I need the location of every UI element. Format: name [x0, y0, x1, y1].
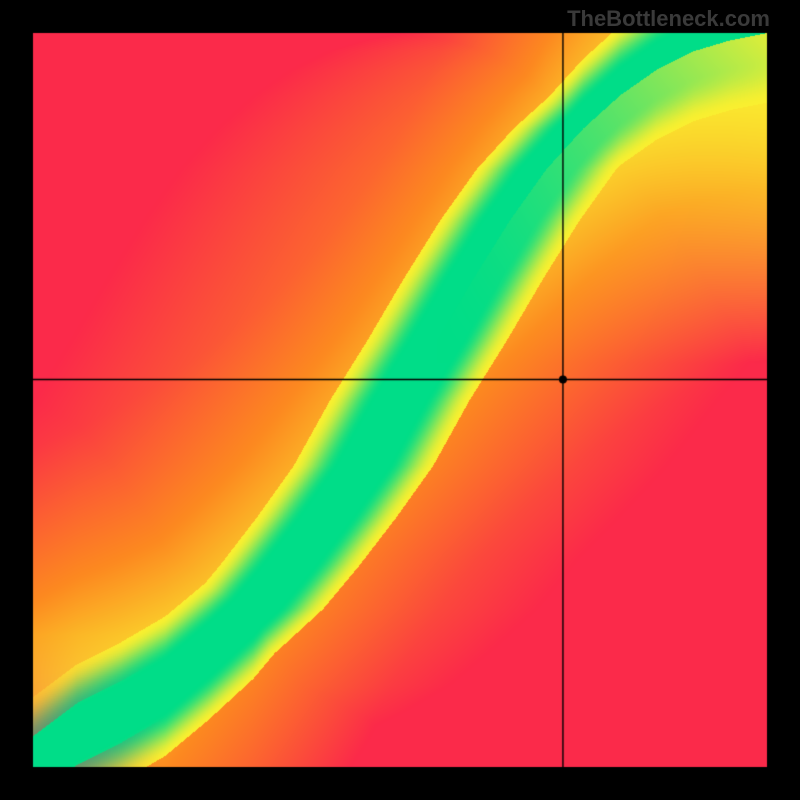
heatmap-canvas	[0, 0, 800, 800]
watermark-text: TheBottleneck.com	[567, 6, 770, 31]
watermark: TheBottleneck.com	[567, 6, 770, 32]
